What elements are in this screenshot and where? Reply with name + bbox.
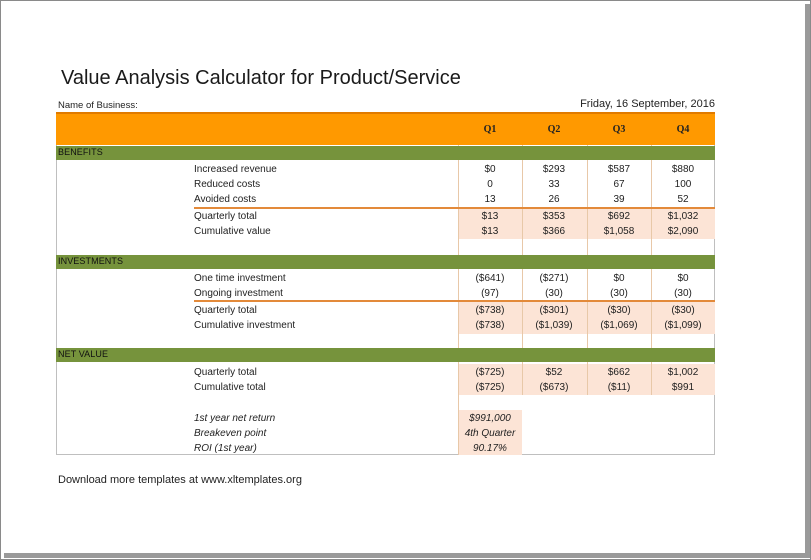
page-shadow [805,4,810,558]
total-divider [194,300,715,302]
value-cell[interactable]: $880 [671,164,695,175]
quarter-header: Q1 [483,124,497,135]
benefits-totals-shade [458,209,715,239]
benefits-section-bar: BENEFITS [56,146,715,160]
quarter-header: Q4 [676,124,690,135]
summary-value: 90.17% [473,443,507,454]
row-label: Cumulative value [194,226,271,237]
total-cell: $13 [481,211,499,222]
value-cell[interactable]: (30) [545,288,563,299]
row-label: Quarterly total [194,305,257,316]
value-cell[interactable]: 39 [613,194,625,205]
total-cell: ($738) [475,305,505,316]
total-cell: ($11) [607,382,631,393]
value-cell[interactable]: $0 [484,164,496,175]
row-label: Cumulative investment [194,320,296,331]
net-value-section-bar: NET VALUE [56,348,715,362]
value-cell[interactable]: ($271) [539,273,569,284]
total-cell: $662 [607,367,631,378]
value-cell[interactable]: 0 [487,179,493,190]
row-label: Ongoing investment [194,288,283,299]
calculator-table [56,112,715,455]
value-cell[interactable]: $0 [677,273,689,284]
report-date: Friday, 16 September, 2016 [580,98,715,110]
header-border [56,112,715,114]
quarter-header-bar [56,114,715,145]
net-totals-shade [458,364,715,395]
row-label: Increased revenue [194,164,277,175]
total-cell: ($725) [475,382,505,393]
total-cell: $2,090 [667,226,699,237]
row-label: Reduced costs [194,179,261,190]
total-cell: $52 [545,367,563,378]
value-cell[interactable]: 67 [613,179,625,190]
summary-label: 1st year net return [194,413,276,424]
value-cell[interactable]: $293 [542,164,566,175]
value-cell[interactable]: 26 [548,194,560,205]
total-cell: $13 [481,226,499,237]
quarter-header: Q2 [547,124,561,135]
total-cell: ($30) [671,305,695,316]
total-cell: ($30) [607,305,631,316]
summary-label: Breakeven point [194,428,267,439]
total-cell: ($673) [539,382,569,393]
value-cell[interactable]: (30) [674,288,692,299]
section-label: INVESTMENTS [58,256,124,266]
value-cell[interactable]: (97) [481,288,499,299]
value-cell[interactable]: 13 [484,194,496,205]
total-cell: ($738) [475,320,505,331]
value-cell[interactable]: 33 [548,179,560,190]
summary-value: $991,000 [469,413,511,424]
section-label: NET VALUE [58,349,109,359]
column-divider [587,114,588,395]
footer-link[interactable]: Download more templates at www.xltemplat… [58,474,302,486]
value-cell[interactable]: $587 [607,164,631,175]
value-cell[interactable]: (30) [610,288,628,299]
value-cell[interactable]: ($641) [475,273,505,284]
total-cell: ($301) [539,305,569,316]
total-cell: ($1,069) [600,320,638,331]
total-cell: ($725) [475,367,505,378]
column-divider [458,114,459,455]
row-label: Avoided costs [194,194,257,205]
row-label: Quarterly total [194,367,257,378]
investments-section-bar: INVESTMENTS [56,255,715,269]
total-cell: ($1,099) [664,320,702,331]
section-label: BENEFITS [58,147,103,157]
page-shadow [4,553,810,558]
row-label: Quarterly total [194,211,257,222]
summary-shade [458,410,522,455]
total-cell: ($1,039) [535,320,573,331]
total-cell: $366 [542,226,566,237]
row-label: One time investment [194,273,286,284]
column-divider [651,114,652,395]
page-title: Value Analysis Calculator for Product/Se… [61,67,461,89]
value-cell[interactable]: $0 [613,273,625,284]
quarter-header: Q3 [612,124,626,135]
total-cell: $692 [607,211,631,222]
summary-label: ROI (1st year) [194,443,257,454]
value-cell[interactable]: 52 [677,194,689,205]
column-divider [522,114,523,395]
value-cell[interactable]: 100 [674,179,692,190]
total-cell: $1,002 [667,367,699,378]
summary-value: 4th Quarter [464,428,516,439]
row-label: Cumulative total [194,382,266,393]
total-cell: $353 [542,211,566,222]
total-cell: $991 [671,382,695,393]
total-divider [194,207,715,209]
business-name-label: Name of Business: [58,100,138,111]
total-cell: $1,058 [603,226,635,237]
investments-totals-shade [458,301,715,334]
total-cell: $1,032 [667,211,699,222]
